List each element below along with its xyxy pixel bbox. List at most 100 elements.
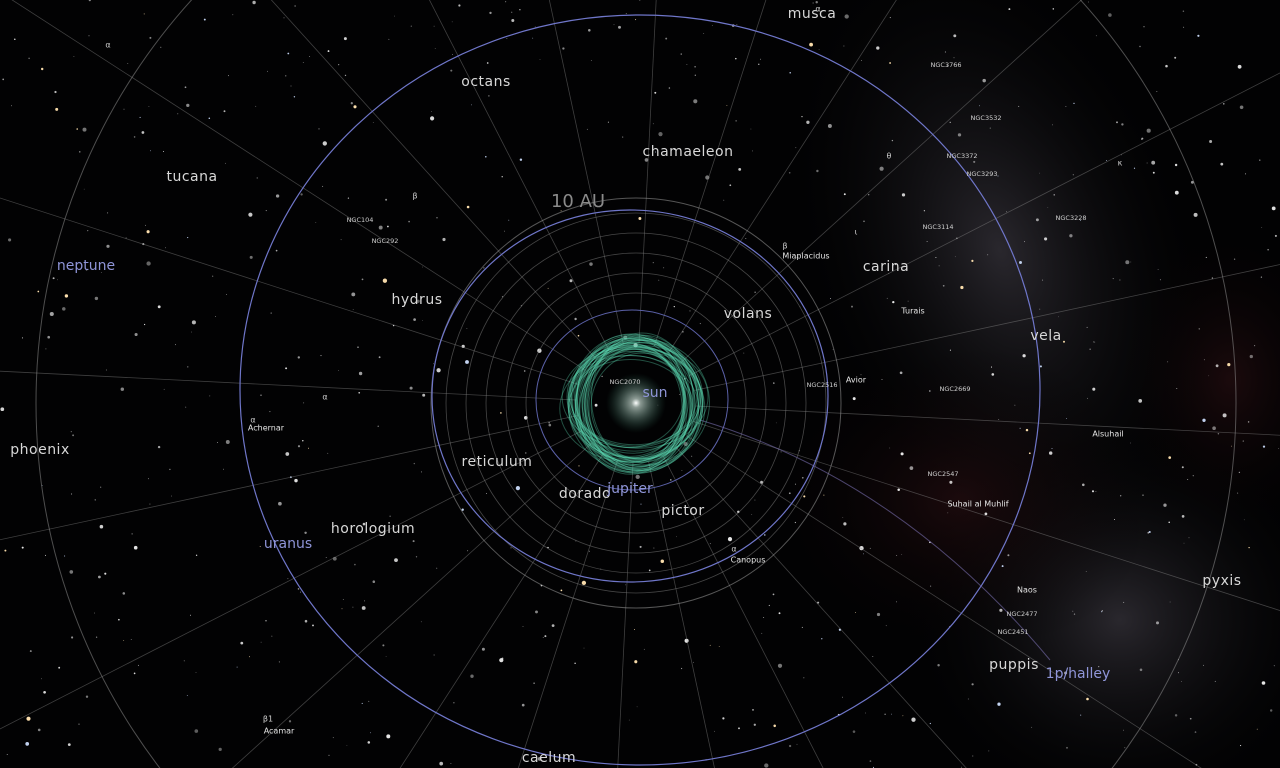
star	[177, 113, 179, 115]
star	[332, 737, 334, 739]
meridian-line	[654, 0, 767, 347]
star	[1039, 172, 1041, 174]
star	[699, 323, 701, 325]
star	[506, 38, 508, 39]
star	[100, 272, 102, 273]
star	[640, 503, 642, 505]
star	[879, 166, 884, 171]
asteroid-orbit	[574, 344, 685, 449]
star	[718, 646, 720, 647]
star	[1212, 426, 1216, 431]
star-designation: α	[731, 545, 736, 554]
star	[703, 33, 705, 35]
star	[521, 703, 525, 707]
star	[501, 176, 503, 178]
star-designation: ι	[855, 228, 858, 237]
star	[1223, 103, 1225, 105]
star	[1182, 10, 1185, 13]
star	[1148, 530, 1151, 534]
star	[450, 763, 452, 764]
star	[1069, 234, 1073, 238]
star	[165, 247, 167, 249]
star	[8, 238, 12, 242]
star	[1167, 361, 1169, 363]
star	[788, 744, 792, 748]
star	[861, 60, 862, 61]
star	[788, 492, 791, 495]
asteroid-orbit	[590, 352, 693, 460]
star	[622, 136, 624, 138]
star	[515, 486, 521, 491]
star	[726, 104, 728, 106]
star	[1152, 171, 1155, 174]
star	[1169, 601, 1171, 603]
star	[899, 371, 903, 375]
asteroid-orbit	[574, 342, 685, 473]
star	[260, 641, 262, 643]
star	[979, 105, 980, 107]
star	[947, 512, 949, 514]
star	[705, 175, 710, 180]
star	[815, 1, 818, 4]
star	[957, 133, 962, 137]
star	[901, 193, 906, 197]
star	[1183, 26, 1185, 28]
star	[868, 194, 870, 196]
star	[377, 425, 379, 427]
star	[346, 744, 348, 746]
star	[1146, 162, 1148, 164]
star	[938, 265, 940, 267]
star-label: Canopus	[731, 556, 766, 565]
star	[854, 612, 856, 613]
star	[1143, 26, 1145, 28]
star	[275, 249, 278, 252]
star	[1063, 340, 1065, 343]
meridian-line	[231, 442, 592, 768]
star	[1048, 451, 1053, 455]
star	[186, 103, 190, 108]
star	[1014, 404, 1016, 406]
star	[489, 11, 492, 15]
star	[312, 624, 314, 627]
star	[795, 147, 797, 149]
cluster-label: NGC2547	[928, 470, 959, 478]
star	[1095, 35, 1097, 37]
star	[143, 323, 146, 326]
star	[1256, 728, 1258, 730]
star	[623, 335, 628, 340]
star	[1195, 763, 1198, 766]
star	[601, 375, 603, 378]
star	[1051, 448, 1053, 450]
star	[1101, 611, 1103, 613]
star	[676, 536, 677, 538]
star	[1125, 260, 1130, 265]
star	[681, 469, 683, 472]
constellation-label: reticulum	[462, 454, 533, 470]
star	[548, 422, 550, 424]
meridian-line	[694, 264, 1280, 391]
star	[328, 754, 330, 757]
star	[297, 356, 300, 359]
star	[294, 478, 298, 483]
meridian-line	[0, 197, 580, 385]
star	[302, 61, 304, 63]
star	[187, 366, 189, 368]
star	[361, 702, 363, 704]
star	[1053, 194, 1055, 196]
star	[125, 237, 127, 239]
star	[876, 46, 880, 50]
star	[387, 225, 389, 228]
star	[94, 296, 99, 301]
star	[88, 0, 91, 2]
star	[1262, 445, 1266, 448]
constellation-label: pictor	[661, 503, 704, 519]
star	[884, 713, 886, 715]
star	[1039, 365, 1042, 368]
star	[4, 549, 7, 552]
star	[758, 63, 760, 65]
star	[267, 70, 268, 72]
star	[1091, 490, 1095, 493]
star	[1165, 64, 1168, 68]
star	[869, 760, 872, 762]
